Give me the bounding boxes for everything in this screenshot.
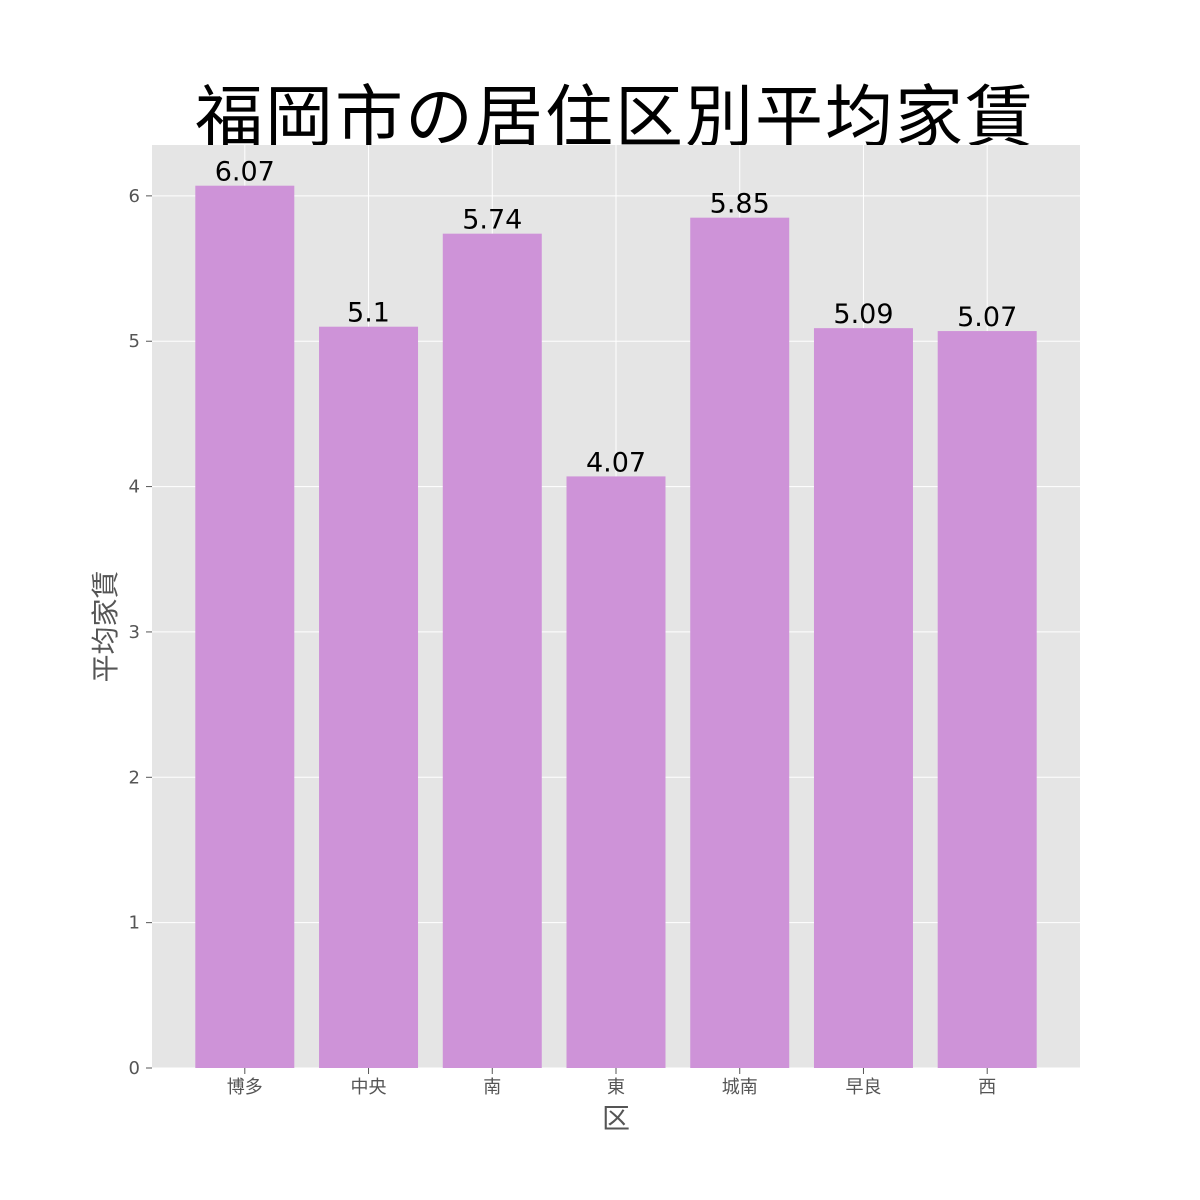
x-tick-label: 早良 — [845, 1077, 881, 1098]
bar-早良 — [813, 328, 913, 1068]
data-label-南: 5.74 — [462, 205, 522, 236]
bar-東 — [566, 476, 666, 1069]
data-label-早良: 5.09 — [833, 299, 893, 330]
y-tick-label: 5 — [129, 331, 140, 352]
bars — [195, 185, 1037, 1069]
data-labels: 6.07 5.1 5.74 4.07 5.85 5.09 5.07 — [215, 157, 1018, 479]
y-axis-title: 平均家賃 — [89, 570, 122, 682]
y-axis-ticks: 0 1 2 3 4 5 6 — [129, 186, 152, 1079]
y-tick-label: 4 — [129, 477, 140, 498]
y-tick-label: 0 — [129, 1058, 140, 1079]
x-tick-label: 東 — [607, 1077, 625, 1098]
x-axis-title: 区 — [602, 1102, 630, 1135]
x-tick-label: 中央 — [351, 1077, 387, 1098]
bar-博多 — [195, 185, 295, 1068]
x-tick-label: 西 — [978, 1077, 996, 1098]
data-label-博多: 6.07 — [215, 157, 275, 188]
bar-西 — [937, 331, 1037, 1068]
x-axis-ticks: 博多 中央 南 東 城南 早良 西 — [227, 1068, 996, 1098]
y-tick-label: 3 — [129, 622, 140, 643]
x-tick-label: 南 — [483, 1077, 501, 1098]
bar-城南 — [690, 217, 790, 1068]
y-tick-label: 6 — [129, 186, 140, 207]
data-label-中央: 5.1 — [347, 298, 390, 329]
bar-中央 — [319, 326, 419, 1069]
y-tick-label: 1 — [129, 913, 140, 934]
x-tick-label: 博多 — [227, 1077, 263, 1098]
x-tick-label: 城南 — [722, 1077, 758, 1098]
chart-title: 福岡市の居住区別平均家賃 — [194, 79, 1035, 158]
y-tick-label: 2 — [129, 767, 140, 788]
bar-南 — [442, 233, 542, 1068]
data-label-城南: 5.85 — [710, 189, 770, 220]
data-label-西: 5.07 — [957, 302, 1017, 333]
data-label-東: 4.07 — [586, 447, 646, 478]
